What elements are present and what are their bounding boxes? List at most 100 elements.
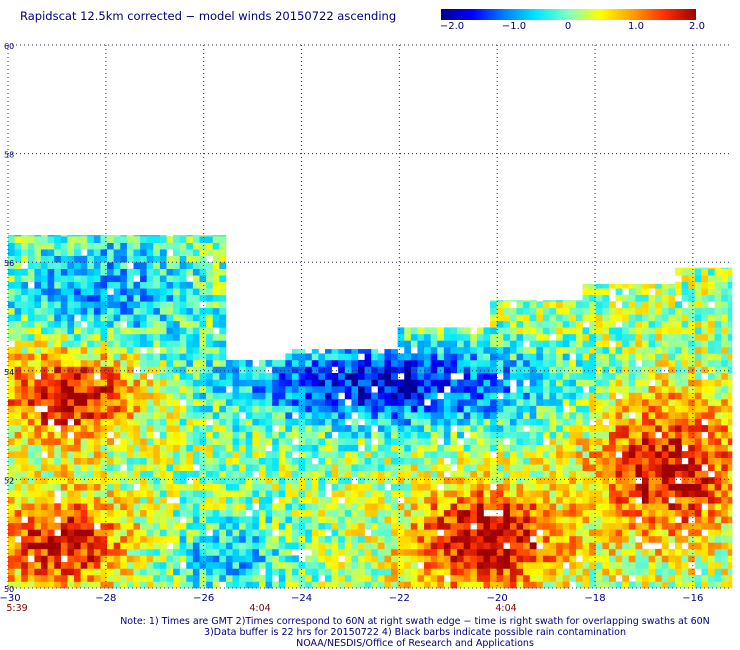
data-cell	[14, 405, 22, 413]
data-cell	[186, 327, 194, 335]
data-cell	[245, 555, 253, 563]
data-cell	[377, 379, 385, 387]
data-cell	[199, 555, 207, 563]
data-cell	[34, 561, 42, 569]
data-cell	[569, 490, 577, 498]
data-cell	[126, 464, 134, 472]
data-cell	[371, 548, 379, 556]
data-cell	[93, 548, 101, 556]
data-cell	[338, 386, 346, 393]
data-cell	[575, 392, 583, 400]
data-cell	[410, 425, 418, 432]
data-cell	[318, 529, 326, 537]
data-cell	[93, 555, 101, 563]
data-cell	[708, 288, 715, 296]
data-cell	[199, 386, 207, 393]
data-cell	[516, 535, 524, 543]
data-cell	[14, 333, 22, 341]
data-cell	[595, 283, 603, 289]
data-cell	[87, 392, 95, 400]
data-cell	[54, 320, 62, 328]
data-cell	[371, 477, 379, 485]
data-cell	[397, 548, 405, 556]
data-cell	[291, 516, 299, 524]
data-cell	[173, 399, 180, 406]
data-cell	[179, 457, 187, 465]
data-cell	[212, 509, 220, 517]
data-cell	[575, 503, 583, 511]
data-cell	[635, 379, 643, 387]
data-cell	[397, 535, 405, 543]
data-cell	[443, 496, 451, 504]
colorbar-gradient	[441, 9, 696, 20]
data-cell	[258, 529, 266, 537]
data-cell	[87, 346, 95, 354]
data-cell	[153, 372, 161, 380]
data-cell	[67, 366, 75, 374]
data-cell	[232, 372, 240, 380]
data-cell	[285, 431, 293, 439]
data-cell	[708, 516, 715, 524]
data-cell	[199, 255, 207, 263]
data-cell	[21, 464, 29, 472]
data-cell	[529, 496, 537, 504]
data-cell	[199, 548, 207, 556]
data-cell	[265, 418, 273, 426]
data-cell	[529, 522, 537, 530]
data-cell	[536, 555, 544, 563]
data-cell	[54, 340, 62, 348]
data-cell	[602, 581, 610, 589]
data-cell	[199, 346, 207, 354]
data-cell	[318, 457, 326, 465]
data-cell	[107, 235, 114, 237]
data-cell	[120, 412, 128, 419]
data-cell	[575, 522, 583, 530]
data-cell	[516, 399, 524, 406]
data-cell	[615, 418, 623, 426]
data-cell	[668, 418, 676, 426]
data-cell	[14, 470, 22, 478]
data-cell	[8, 535, 15, 543]
data-cell	[641, 307, 649, 315]
data-cell	[675, 509, 682, 517]
data-cell	[714, 568, 722, 576]
data-cell	[100, 509, 108, 517]
data-cell	[371, 353, 379, 361]
data-cell	[60, 372, 68, 380]
data-cell	[21, 249, 29, 256]
data-cell	[27, 431, 35, 439]
data-cell	[714, 555, 722, 563]
data-cell	[133, 294, 141, 302]
data-cell	[437, 327, 445, 335]
data-cell	[509, 529, 517, 537]
data-cell	[496, 470, 504, 478]
data-cell	[311, 359, 319, 367]
data-cell	[60, 529, 68, 537]
data-cell	[622, 283, 630, 289]
data-cell	[252, 561, 260, 569]
data-cell	[291, 522, 299, 530]
data-cell	[391, 451, 398, 458]
data-cell	[443, 444, 451, 452]
data-cell	[245, 503, 253, 511]
data-cell	[34, 399, 42, 406]
data-cell	[252, 392, 260, 400]
data-cell	[67, 516, 75, 524]
data-cell	[509, 438, 517, 445]
data-cell	[153, 418, 161, 426]
data-cell	[159, 301, 167, 309]
data-cell	[298, 412, 306, 419]
data-cell	[424, 379, 431, 387]
data-cell	[159, 509, 167, 517]
data-cell	[186, 425, 194, 432]
data-cell	[615, 464, 623, 472]
data-cell	[265, 503, 273, 511]
data-cell	[694, 275, 702, 283]
data-cell	[641, 366, 649, 374]
data-cell	[338, 529, 346, 537]
data-cell	[126, 516, 134, 524]
data-cell	[549, 320, 557, 328]
data-cell	[21, 542, 29, 550]
data-cell	[589, 483, 597, 491]
data-cell	[675, 464, 682, 472]
